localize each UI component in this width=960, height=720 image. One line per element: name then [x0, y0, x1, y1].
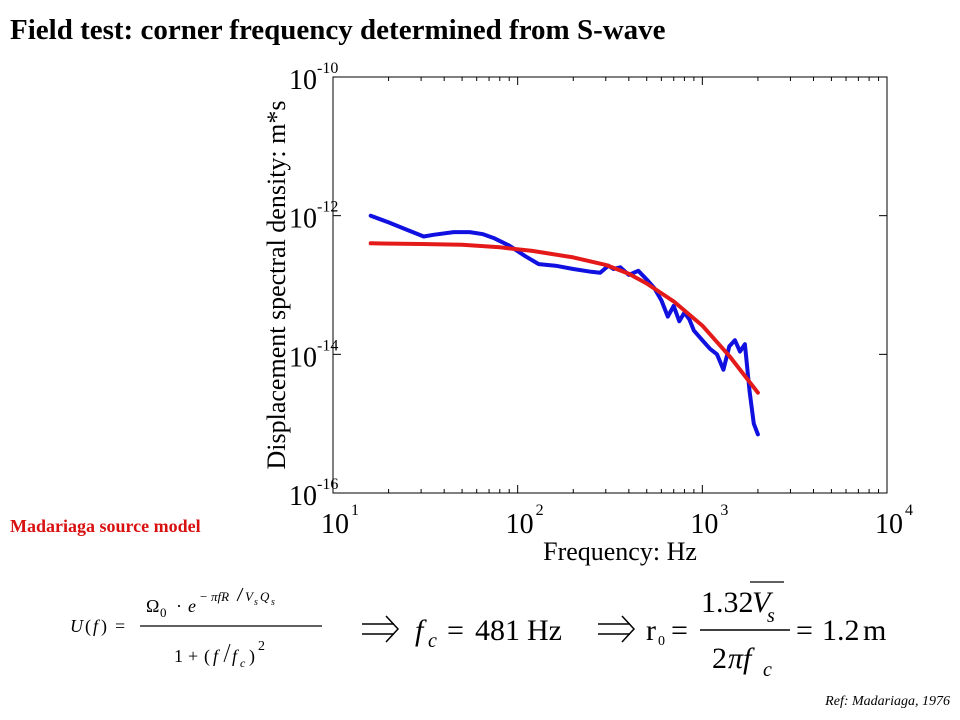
observed-spectrum-line: [368, 213, 760, 437]
reference-note: Ref: Madariaga, 1976: [825, 694, 950, 709]
r0-unit: m: [863, 614, 886, 647]
plot-frame: [332, 76, 888, 494]
svg-text:U: U: [70, 616, 84, 636]
svg-text:f: f: [213, 646, 221, 666]
y-tick-exponent: -10: [317, 60, 338, 77]
svg-text:(: (: [85, 616, 91, 637]
svg-text:πf: πf: [728, 642, 755, 675]
model-fit-line: [368, 241, 760, 395]
svg-text:V: V: [752, 586, 774, 619]
svg-text:=: =: [796, 614, 813, 647]
y-axis-label: Displacement spectral density: m*s: [262, 101, 291, 470]
x-tick-exponent: 1: [351, 502, 359, 519]
svg-text:(: (: [204, 646, 210, 667]
axis-ticks: [332, 76, 888, 494]
svg-text:−: −: [200, 589, 207, 604]
y-tick-label: 10: [289, 342, 317, 373]
x-tick-label: 10: [506, 509, 534, 540]
fc-value: 481: [475, 614, 520, 647]
svg-text:0: 0: [160, 605, 167, 620]
source-spectrum-equation: U ( f ) = Ω 0 · e − πfR V s Q s 1 + ( f …: [70, 587, 322, 670]
series-layer: [368, 213, 760, 437]
svg-text:Ω: Ω: [146, 596, 159, 616]
slide-title: Field test: corner frequency determined …: [10, 14, 666, 46]
y-tick-label: 10: [289, 481, 317, 512]
y-tick-exponent: -12: [317, 199, 338, 216]
fc-unit: Hz: [527, 614, 562, 647]
svg-text:): ): [249, 646, 255, 667]
svg-text:0: 0: [658, 634, 665, 649]
svg-text:r: r: [646, 614, 656, 647]
svg-text:=: =: [115, 616, 125, 636]
svg-text:1: 1: [174, 646, 183, 666]
svg-text:=: =: [671, 614, 688, 647]
svg-text:V: V: [245, 589, 255, 604]
svg-text:·: ·: [176, 596, 182, 616]
svg-text:2: 2: [258, 639, 265, 654]
svg-text:s: s: [271, 597, 275, 608]
svg-text:s: s: [254, 597, 258, 608]
x-axis-label: Frequency: Hz: [543, 537, 697, 566]
r0-value: 1.2: [822, 614, 860, 647]
svg-text:c: c: [763, 659, 772, 681]
svg-text:c: c: [240, 656, 246, 670]
svg-text:πfR: πfR: [211, 589, 229, 604]
corner-frequency-equation: f c = 481 Hz: [415, 614, 562, 652]
y-tick-label: 10: [289, 204, 317, 235]
r0-coefficient: 1.32: [701, 586, 754, 619]
svg-text:): ): [101, 616, 107, 637]
y-tick-exponent: -16: [317, 476, 338, 493]
implies-arrow-2: [598, 615, 636, 643]
x-tick-exponent: 4: [905, 502, 913, 519]
x-tick-label: 10: [690, 509, 718, 540]
x-tick-label: 10: [875, 509, 903, 540]
y-tick-label: 10: [289, 65, 317, 96]
svg-text:+: +: [188, 646, 198, 666]
x-tick-exponent: 3: [720, 502, 728, 519]
implies-arrow-1: [362, 615, 400, 643]
svg-text:s: s: [767, 605, 775, 627]
svg-text:c: c: [428, 630, 437, 652]
svg-text:Q: Q: [260, 589, 270, 604]
svg-text:2: 2: [712, 642, 727, 675]
x-tick-exponent: 2: [536, 502, 544, 519]
svg-text:e: e: [188, 596, 196, 616]
svg-text:f: f: [232, 646, 240, 666]
y-tick-exponent: -14: [317, 337, 338, 354]
svg-text:f: f: [415, 614, 427, 647]
source-radius-equation: r 0 = 1.32 V s 2 πf c = 1.2 m: [646, 581, 886, 681]
x-tick-label: 10: [321, 509, 349, 540]
svg-text:f: f: [93, 616, 101, 636]
model-label: Madariaga source model: [10, 516, 201, 536]
svg-text:=: =: [447, 614, 464, 647]
